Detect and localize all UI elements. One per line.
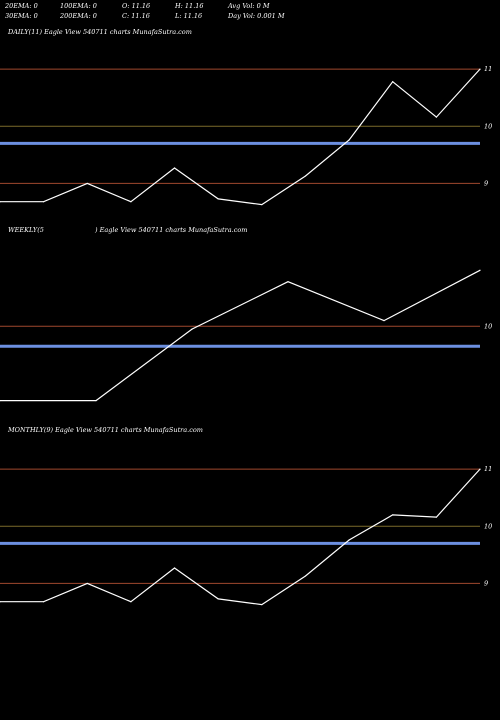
ema20-text: 20EMA: 0 — [5, 2, 38, 10]
daily-price-point-1 — [43, 201, 45, 203]
monthly-price-point-9 — [392, 514, 394, 516]
monthly-price-point-0 — [0, 601, 1, 603]
monthly-price-point-7 — [304, 575, 307, 577]
monthly-y-tick-label-1: 10 — [484, 522, 492, 530]
weekly-price-point-3 — [287, 281, 289, 283]
monthly-y-tick-label-2: 9 — [484, 579, 488, 587]
monthly-price-point-6 — [261, 603, 263, 606]
day-vol-text: Day Vol: 0.001 M — [228, 12, 285, 20]
daily-panel: DAILY(11) Eagle View 540711 charts Munaf… — [0, 22, 500, 222]
monthly-price-point-10 — [435, 516, 437, 518]
weekly-chart-title-right: ) Eagle View 540711 charts MunafaSutra.c… — [95, 226, 248, 234]
weekly-price-point-1 — [95, 399, 97, 402]
daily-price-point-6 — [261, 203, 263, 206]
daily-y-tick-label-0: 11 — [484, 65, 492, 73]
daily-price-point-7 — [304, 175, 307, 177]
weekly-price-point-4 — [383, 319, 385, 322]
monthly-price-point-11 — [479, 468, 481, 470]
weekly-y-tick-label-0: 10 — [484, 322, 492, 330]
daily-price-point-9 — [392, 81, 394, 83]
monthly-price-line — [0, 468, 481, 606]
daily-price-point-10 — [435, 116, 437, 118]
daily-price-point-2 — [86, 182, 88, 185]
weekly-panel: WEEKLY(5 ) Eagle View 540711 charts Muna… — [0, 222, 500, 422]
open-text: O: 11.16 — [122, 2, 151, 10]
weekly-price-point-5 — [479, 269, 481, 271]
daily-chart: 11 10 9 — [0, 65, 492, 206]
monthly-chart: 11 10 9 — [0, 465, 492, 606]
daily-y-tick-label-2: 9 — [484, 179, 488, 187]
low-text: L: 11.16 — [175, 12, 203, 20]
daily-price-point-11 — [479, 68, 481, 70]
ema100-text: 100EMA: 0 — [60, 2, 97, 10]
close-text: C: 11.16 — [122, 12, 150, 20]
monthly-price-point-3 — [130, 601, 132, 603]
weekly-price-point-2 — [191, 328, 193, 330]
monthly-price-point-8 — [348, 539, 350, 541]
avg-vol-text: Avg Vol: 0 M — [228, 2, 270, 10]
daily-price-line — [0, 68, 481, 206]
monthly-price-point-2 — [86, 582, 88, 585]
daily-y-tick-label-1: 10 — [484, 122, 492, 130]
monthly-price-point-1 — [43, 601, 45, 603]
weekly-chart: 10 — [0, 269, 492, 402]
daily-price-point-4 — [173, 167, 176, 169]
high-text: H: 11.16 — [175, 2, 204, 10]
ema30-text: 30EMA: 0 — [5, 12, 38, 20]
monthly-price-point-4 — [173, 567, 176, 569]
weekly-price-line — [0, 269, 481, 402]
daily-price-point-5 — [217, 198, 219, 200]
monthly-y-tick-label-0: 11 — [484, 465, 492, 473]
monthly-chart-title: MONTHLY(9) Eagle View 540711 charts Muna… — [8, 426, 203, 434]
monthly-price-point-5 — [217, 598, 219, 600]
daily-price-point-8 — [348, 139, 350, 141]
daily-chart-title: DAILY(11) Eagle View 540711 charts Munaf… — [8, 28, 192, 36]
daily-price-point-3 — [130, 201, 132, 203]
weekly-price-point-0 — [0, 399, 1, 402]
weekly-chart-title-left: WEEKLY(5 — [8, 226, 44, 234]
daily-price-point-0 — [0, 201, 1, 203]
ema200-text: 200EMA: 0 — [60, 12, 97, 20]
monthly-panel: MONTHLY(9) Eagle View 540711 charts Muna… — [0, 422, 500, 622]
